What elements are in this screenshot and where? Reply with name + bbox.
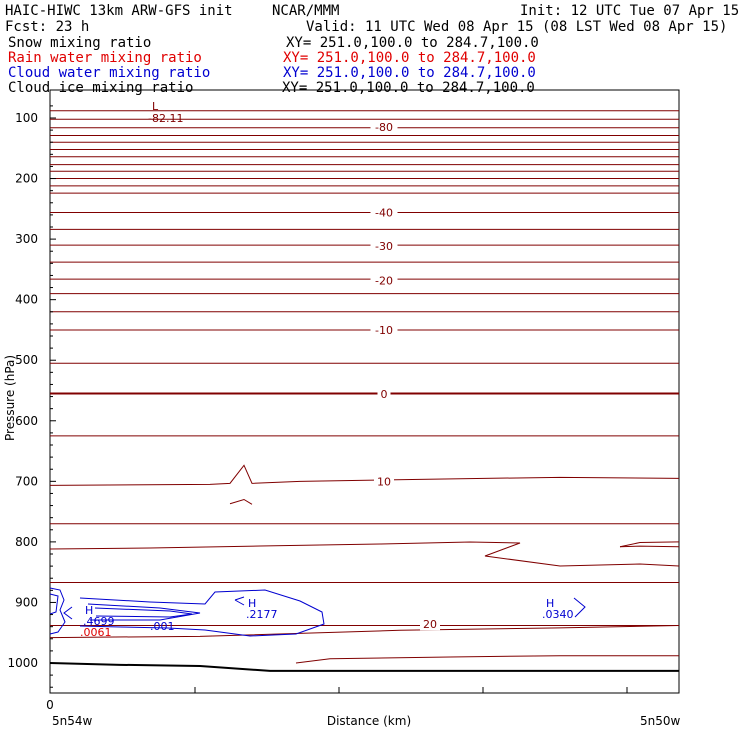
- legend-cloud-water-label: Cloud water mixing ratio: [8, 65, 210, 81]
- plot-frame: [49, 89, 680, 694]
- temperature-contour: [49, 662, 679, 672]
- y-tick-label: 600: [15, 414, 38, 428]
- x-axis-title: Distance (km): [327, 714, 411, 728]
- forecast-hour: Fcst: 23 h: [5, 19, 89, 35]
- contour-label: -40: [375, 206, 393, 219]
- cloud-water-max-value-1: .2177: [246, 608, 278, 621]
- contour-label: 10: [377, 475, 391, 488]
- cloud-water-contours: [49, 587, 586, 637]
- x-end-label-right: 5n50w: [640, 714, 681, 728]
- y-tick-label: 100: [15, 111, 38, 125]
- x-axis-ticks: [49, 687, 628, 693]
- y-tick-label: 200: [15, 172, 38, 186]
- legend-cloud-ice-label: Cloud ice mixing ratio: [8, 80, 193, 96]
- low-marker: L: [152, 100, 159, 113]
- legend-snow-label: Snow mixing ratio: [8, 35, 151, 51]
- temperature-contour: [49, 541, 680, 567]
- contour-label-background: [420, 618, 440, 631]
- cloud-water-hatch: [234, 596, 245, 606]
- valid-time: Valid: 11 UTC Wed 08 Apr 15 (08 LST Wed …: [306, 19, 727, 35]
- legend-rain-xy: XY= 251.0,100.0 to 284.7,100.0: [283, 50, 536, 66]
- contour-label-background: [370, 274, 398, 287]
- temperature-contour-segment: [295, 655, 679, 664]
- contour-label-background: [370, 239, 398, 252]
- legend: Snow mixing ratio XY= 251.0,100.0 to 284…: [8, 35, 539, 96]
- cloud-water-hatch-left: [63, 606, 73, 620]
- temperature-contour-segment: [49, 624, 680, 639]
- center-title: NCAR/MMM: [272, 3, 339, 19]
- legend-cloud-ice-xy: XY= 251.0,100.0 to 284.7,100.0: [282, 80, 535, 96]
- pressure-axis: 100 200 300 400 500 600 700 800 900 1000: [7, 105, 56, 688]
- cloud-water-max-value-3: .4699: [83, 615, 115, 628]
- temperature-contour-segment: [229, 498, 253, 505]
- cloud-water-contour-outer: [79, 589, 325, 637]
- y-tick-label: 700: [15, 474, 38, 488]
- y-tick-label: 400: [15, 293, 38, 307]
- cloud-water-contour-inner: [94, 607, 193, 618]
- cloud-water-edge-contour: [49, 587, 66, 635]
- temperature-contour: [49, 464, 680, 486]
- cloud-water-edge-contour-inner: [49, 593, 59, 615]
- contour-label: -30: [375, 240, 393, 253]
- temperature-contour-segment: [619, 541, 680, 548]
- y-tick-label: 800: [15, 535, 38, 549]
- y-axis-title: Pressure (hPa): [3, 355, 17, 441]
- cloud-water-contour: [87, 603, 201, 621]
- cloud-water-max-value-2: .0340: [542, 608, 574, 621]
- y-tick-label: 500: [15, 353, 38, 367]
- legend-rain-label: Rain water mixing ratio: [8, 50, 202, 66]
- cloud-water-east-contour: [573, 597, 586, 618]
- legend-snow-xy: XY= 251.0,100.0 to 284.7,100.0: [286, 35, 539, 51]
- temperature-contours: -80 -40 -30 -20 -10 0 10 20: [49, 110, 680, 672]
- cloud-water-max-marker-1: H: [248, 597, 256, 610]
- rain-water-max-value: .0061: [80, 626, 112, 639]
- contour-label: 20: [423, 618, 437, 631]
- init-time: Init: 12 UTC Tue 07 Apr 15: [520, 3, 739, 19]
- x-end-label-left: 5n54w: [52, 714, 93, 728]
- y-tick-label: 300: [15, 232, 38, 246]
- y-tick-label: 900: [15, 595, 38, 609]
- y-tick-label: 1000: [7, 656, 38, 670]
- model-title: HAIC-HIWC 13km ARW-GFS init: [5, 3, 233, 19]
- contour-label: -80: [375, 121, 393, 134]
- contour-label-background: [370, 206, 398, 219]
- cloud-water-contour-label: .001: [150, 620, 175, 633]
- contour-label-background: [370, 323, 398, 336]
- temperature-contour-segment: [619, 545, 680, 548]
- contour-label-background: [374, 475, 394, 488]
- cloud-water-max-marker-2: H: [546, 597, 554, 610]
- low-value: -82.11: [148, 112, 183, 125]
- contour-label: 0: [381, 388, 388, 401]
- cloud-water-max-marker-3: H: [85, 604, 93, 617]
- contour-label-background: [370, 121, 398, 134]
- contour-label: -10: [375, 324, 393, 337]
- contour-label-background: [377, 388, 391, 401]
- contour-labels: L -82.11 H .2177 H .0340 H .4699 .0061 .…: [80, 100, 574, 639]
- x-tick-label-0: 0: [46, 698, 54, 712]
- contour-label: -20: [375, 274, 393, 287]
- legend-cloud-water-xy: XY= 251.0,100.0 to 284.7,100.0: [283, 65, 536, 81]
